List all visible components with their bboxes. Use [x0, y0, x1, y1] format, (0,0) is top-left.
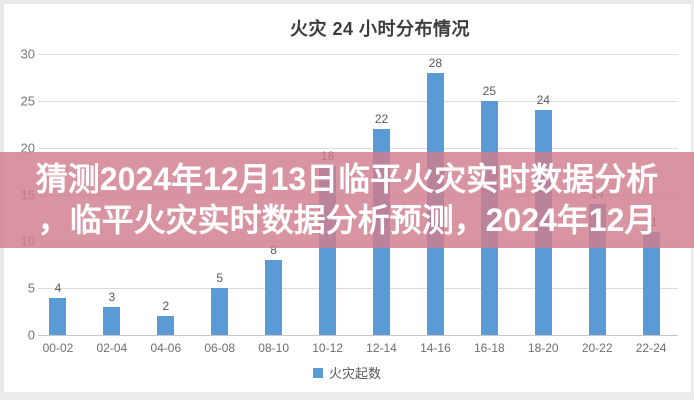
- gridline-y-5: [38, 288, 678, 290]
- x-tick-14-16: 14-16: [420, 341, 451, 355]
- bar-value-label: 8: [270, 243, 277, 258]
- x-tick-08-10: 08-10: [258, 341, 289, 355]
- gridline-y-25: [38, 100, 678, 102]
- bar-value-label: 22: [374, 111, 389, 126]
- x-tick-00-02: 00-02: [42, 341, 74, 355]
- watermark-line-2: ，临平火灾实时数据分析预测，2024年12月: [37, 202, 657, 238]
- bar-value-label: 24: [536, 93, 550, 108]
- bar: [49, 297, 67, 335]
- bar-column-08-10: 8: [247, 54, 301, 335]
- chart-title: 火灾 24 小时分布情况: [289, 19, 471, 39]
- legend-series-label: 火灾起数: [328, 366, 381, 381]
- frame-edge-top: [0, 0, 694, 4]
- watermark-line-1: 猜测2024年12月13日临平火灾实时数据分析: [35, 161, 659, 197]
- x-tick-20-22: 20-22: [581, 341, 613, 355]
- legend: 火灾起数: [0, 363, 694, 382]
- bar-value-label: 2: [162, 299, 170, 314]
- y-tick-0: 0: [27, 327, 35, 343]
- bar: [157, 316, 175, 335]
- x-tick-12-14: 12-14: [366, 341, 397, 355]
- bar-column-00-02: 4: [31, 54, 85, 335]
- y-tick-30: 30: [20, 46, 35, 62]
- gridline-y-0: [38, 335, 678, 336]
- bar-column-06-08: 5: [193, 54, 247, 335]
- bar-value-label: 5: [216, 271, 224, 286]
- gridline-y-20: [38, 147, 678, 149]
- x-tick-04-06: 04-06: [150, 341, 182, 355]
- watermark-text-banner: 猜测2024年12月13日临平火灾实时数据分析 ，临平火灾实时数据分析预测，20…: [0, 152, 694, 248]
- y-tick-5: 5: [27, 280, 35, 296]
- x-tick-10-12: 10-12: [312, 341, 343, 355]
- bar-value-label: 25: [482, 83, 497, 98]
- legend-color-swatch: [312, 367, 323, 378]
- x-axis-tick-labels: 00-02 02-04 04-06 06-08 08-10 10-12 12-14 14-16…: [31, 341, 678, 355]
- x-tick-06-08: 06-08: [204, 341, 236, 355]
- bar-value-label: 3: [108, 289, 116, 304]
- bar-value-label: 28: [428, 55, 443, 70]
- bar-value-label: 4: [54, 280, 62, 295]
- y-tick-20: 20: [20, 140, 35, 156]
- bar-column-04-06: 2: [139, 54, 193, 335]
- y-tick-25: 25: [20, 93, 35, 109]
- bar: [103, 306, 121, 335]
- frame-edge-bottom: [0, 392, 694, 400]
- bar: [642, 231, 660, 335]
- x-tick-22-24: 22-24: [635, 341, 667, 355]
- bar: [265, 260, 283, 335]
- bar: [211, 288, 229, 335]
- bar-column-02-04: 3: [85, 54, 139, 335]
- x-tick-16-18: 16-18: [473, 341, 505, 355]
- gridline-y-30: [38, 54, 678, 55]
- x-tick-02-04: 02-04: [96, 341, 128, 355]
- x-tick-18-20: 18-20: [527, 341, 559, 355]
